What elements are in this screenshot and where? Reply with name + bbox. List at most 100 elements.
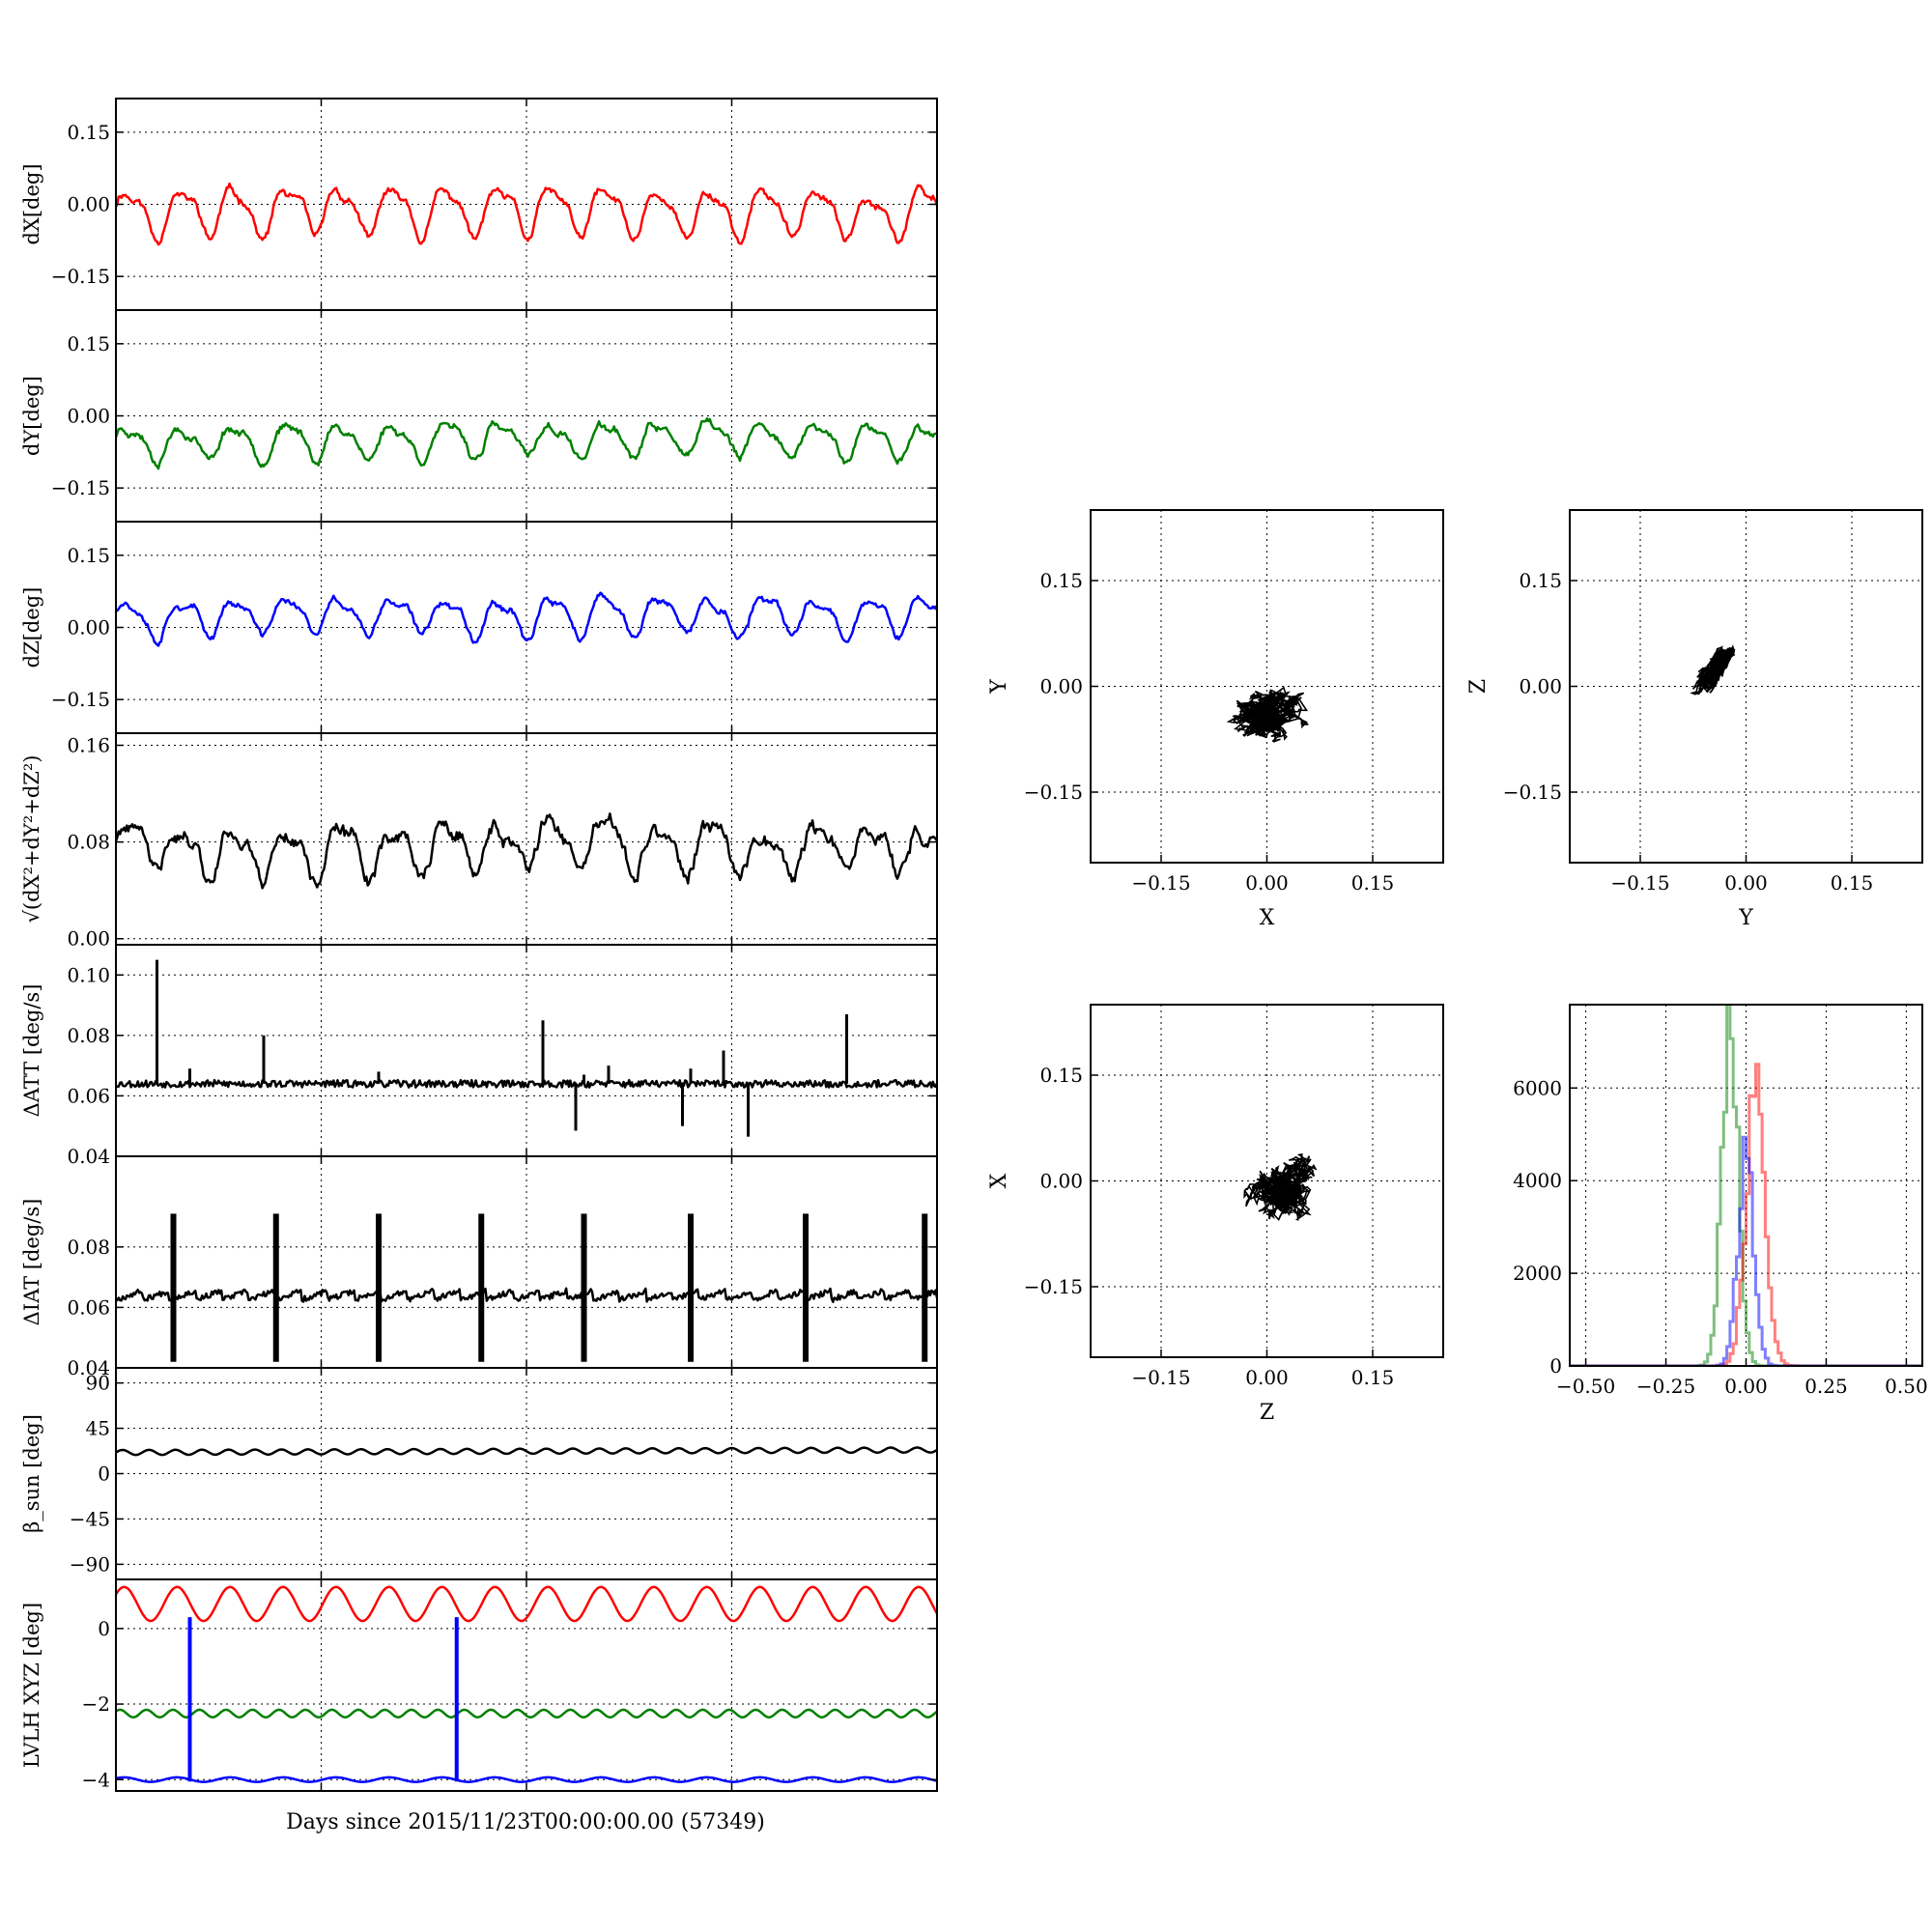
ytick-label-1: 2000	[1513, 1262, 1562, 1285]
ytick-label-total-0: 0.16	[67, 734, 110, 757]
hist-series-0	[1570, 1005, 1922, 1366]
ytick-label-1: 0.00	[1039, 1170, 1083, 1193]
ytick-label-datt-2: 0.06	[67, 1084, 110, 1107]
diat-event-0	[170, 1213, 177, 1362]
ytick-label-0: −0.15	[1024, 781, 1083, 804]
total-series	[116, 812, 937, 890]
ylabel-total: √(dX²+dY²+dZ²)	[20, 755, 43, 923]
ytick-label-total-1: 0.08	[67, 831, 110, 854]
panel-dZ: 0.15 0.00 −0.15 dZ[deg]	[20, 521, 938, 734]
ytick-label-2: 0.15	[1039, 1064, 1083, 1087]
diat-event-5	[688, 1213, 694, 1362]
ytick-label-diat-1: 0.06	[67, 1295, 110, 1319]
ytick-label-2: 4000	[1513, 1169, 1562, 1192]
ytick-label-bsun-1: 45	[86, 1417, 110, 1440]
xtick-label-2: 0.00	[1724, 1375, 1768, 1398]
ytick-label-1: 0.00	[1519, 675, 1562, 698]
data-dX	[116, 182, 937, 246]
time-series-panels: 0.15 0.00 −0.15 dX[deg] 0.15 0.00 −0.15 dY[deg]…	[20, 98, 938, 1792]
diat-event-6	[803, 1213, 809, 1362]
ytick-label-dX-2: −0.15	[51, 265, 110, 288]
ylabel-datt: ΔATT [deg/s]	[20, 984, 43, 1118]
xlabel: Y	[1738, 906, 1753, 930]
data-lvlh	[116, 1585, 937, 1783]
bsun-series	[116, 1446, 937, 1457]
scatter-panels: −0.15 −0.15 0.00 0.00 0.15 0.15 X Y −0.15 −0.15 0.…	[987, 509, 1923, 1425]
dY-series	[116, 416, 937, 470]
ytick-label-datt-1: 0.08	[67, 1024, 110, 1047]
ytick-label-3: 6000	[1513, 1076, 1562, 1099]
data-datt	[116, 959, 937, 1137]
ytick-label-2: 0.15	[1039, 569, 1083, 592]
panel-diat: 0.08 0.06 0.04 ΔIAT [deg/s]	[20, 1155, 938, 1379]
data-total	[116, 812, 937, 890]
ytick-label-dY-0: 0.15	[67, 332, 110, 355]
panel-dY: 0.15 0.00 −0.15 dY[deg]	[20, 309, 938, 523]
ytick-label-dY-2: −0.15	[51, 476, 110, 499]
diat-series	[116, 1287, 937, 1303]
hist-series-1	[1570, 1063, 1922, 1366]
ytick-label-diat-2: 0.04	[67, 1356, 110, 1379]
ytick-label-dX-0: 0.15	[67, 121, 110, 144]
datt-series	[116, 1078, 937, 1089]
dZ-series	[116, 591, 937, 647]
xtick-label-2: 0.15	[1831, 871, 1874, 895]
ytick-label-datt-0: 0.10	[67, 963, 110, 986]
panel-total: 0.16 0.08 0.00 √(dX²+dY²+dZ²)	[20, 732, 938, 951]
panel-bsun: 90 45 0 −45 −90 β_sun [deg]	[20, 1367, 938, 1580]
panel-lvlh: 0 −2 −4 LVLH XYZ [deg]	[20, 1578, 938, 1792]
ylabel: Y	[987, 679, 1011, 695]
xtick-label-1: 0.00	[1245, 871, 1289, 895]
ytick-label-bsun-4: −90	[70, 1552, 110, 1576]
histogram-panel: −0.50 −0.25 0.00 0.25 0.50 0 2000 4000 6000	[1513, 1004, 1928, 1398]
ytick-label-dZ-1: 0.00	[67, 616, 110, 639]
xtick-label-2: 0.15	[1351, 1366, 1395, 1389]
ytick-label-0: −0.15	[1503, 781, 1562, 804]
xtick-label-3: 0.25	[1804, 1375, 1848, 1398]
data-dZ	[116, 591, 937, 647]
ytick-label-total-2: 0.00	[67, 927, 110, 951]
ytick-label-datt-3: 0.04	[67, 1145, 110, 1168]
xtick-label-1: 0.00	[1724, 871, 1768, 895]
ytick-label-dY-1: 0.00	[67, 405, 110, 428]
scatter-points-zx	[1243, 1153, 1318, 1222]
xtick-label-2: 0.15	[1351, 871, 1395, 895]
scatter-xy: −0.15 −0.15 0.00 0.00 0.15 0.15 X Y	[987, 509, 1444, 930]
hist-series-2	[1570, 1135, 1922, 1366]
xtick-label-4: 0.50	[1885, 1375, 1928, 1398]
xtick-label-0: −0.15	[1610, 871, 1669, 895]
lvlh-series-1	[116, 1708, 937, 1719]
ylabel-lvlh: LVLH XYZ [deg]	[20, 1603, 43, 1768]
xtick-label-0: −0.15	[1131, 1366, 1190, 1389]
x-axis-label: Days since 2015/11/23T00:00:00.00 (57349…	[286, 1810, 765, 1834]
data-bsun	[116, 1446, 937, 1457]
ytick-label-bsun-2: 0	[98, 1463, 110, 1486]
xlabel: X	[1260, 906, 1275, 930]
ytick-label-diat-0: 0.08	[67, 1236, 110, 1259]
ylabel: Z	[1466, 679, 1491, 694]
ytick-label-1: 0.00	[1039, 675, 1083, 698]
scatter-zx: −0.15 −0.15 0.00 0.00 0.15 0.15 Z X	[987, 1004, 1444, 1425]
scatter-yz: −0.15 −0.15 0.00 0.00 0.15 0.15 Y Z	[1466, 509, 1923, 930]
data-diat	[116, 1213, 937, 1362]
data-dY	[116, 416, 937, 470]
diat-event-3	[478, 1213, 485, 1362]
ylabel-dZ: dZ[deg]	[20, 587, 43, 668]
ytick-label-dZ-2: −0.15	[51, 688, 110, 711]
xlabel: Z	[1260, 1401, 1274, 1425]
ytick-label-dZ-0: 0.15	[67, 544, 110, 567]
ylabel-bsun: β_sun [deg]	[20, 1414, 43, 1533]
ytick-label-lvlh-1: −2	[82, 1692, 110, 1716]
lvlh-series-2	[116, 1776, 937, 1783]
ytick-label-bsun-0: 90	[86, 1372, 110, 1395]
ylabel-dY: dY[deg]	[20, 376, 43, 456]
xtick-label-0: −0.50	[1556, 1375, 1615, 1398]
diat-event-7	[922, 1213, 928, 1362]
ytick-label-dX-1: 0.00	[67, 193, 110, 216]
xtick-label-1: −0.25	[1636, 1375, 1695, 1398]
ylabel-diat: ΔIAT [deg/s]	[20, 1199, 43, 1326]
ytick-label-0: −0.15	[1024, 1275, 1083, 1298]
xtick-label-1: 0.00	[1245, 1366, 1289, 1389]
